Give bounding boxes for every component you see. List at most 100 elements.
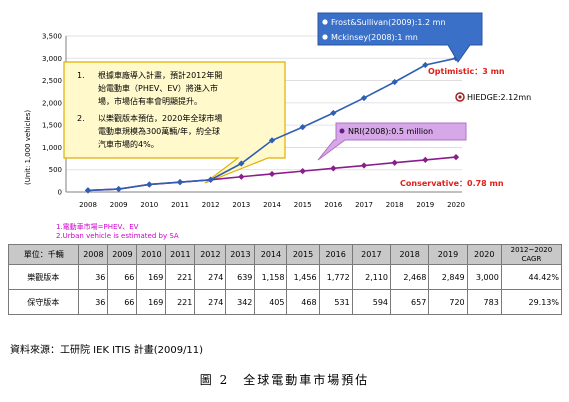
table-header-cell: 2013 <box>225 244 256 265</box>
callout-2-line: 電動車規模為300萬輛/年，約全球 <box>98 126 220 136</box>
table-header-cell: 2008 <box>78 244 109 265</box>
table-header-cell: 2015 <box>286 244 320 265</box>
data-point-optimistic <box>238 160 245 167</box>
table-cell: 2,468 <box>390 264 430 290</box>
table-cell: 594 <box>351 289 392 315</box>
table-header-cell: 2012 <box>194 244 227 265</box>
callout-1-number: 1. <box>77 71 85 80</box>
hiedge-label: HIEDGE:2.12mn <box>467 93 531 102</box>
frost-label: Frost&Sullivan(2009):1.2 mn <box>331 18 446 27</box>
forecast-box-blue: Frost&Sullivan(2009):1.2 mn Mckinsey(200… <box>317 12 483 63</box>
y-tick-label: 3,500 <box>42 33 62 41</box>
x-tick-label: 2020 <box>447 201 465 209</box>
table-header-cell: 2009 <box>107 244 138 265</box>
table-cell: 1,772 <box>318 264 353 290</box>
hiedge-annotation: HIEDGE:2.12mn <box>455 92 531 102</box>
callout-1-line: 場，市場佔有率會明顯提升。 <box>98 96 202 106</box>
hiedge-bullet-dot <box>458 95 462 99</box>
bullet-icon <box>322 19 328 25</box>
table-header-cell: 2020 <box>466 244 502 265</box>
table-cell: 36 <box>78 289 109 315</box>
table-cell: 531 <box>318 289 353 315</box>
table-cell: 221 <box>165 264 196 290</box>
data-table: 單位：千輛 2008 2009 2010 2011 2012 2013 2014… <box>7 244 563 315</box>
table-cell: 221 <box>165 289 196 315</box>
figure-caption: 圖 2 全球電動車市場預估 <box>199 373 370 387</box>
table-header-row: 單位：千輛 2008 2009 2010 2011 2012 2013 2014… <box>7 244 563 265</box>
mckinsey-label: Mckinsey(2008):1 mn <box>331 33 418 42</box>
callout-2-line: 以樂觀版本預估，2020年全球市場 <box>98 113 222 123</box>
table-header-cell: 2014 <box>254 244 288 265</box>
table-cell-cagr: 44.42% <box>500 264 563 290</box>
table-cell: 169 <box>136 264 167 290</box>
nri-label: NRI(2008):0.5 million <box>348 127 433 136</box>
footnote-1: 1.電動車市場=PHEV、EV <box>56 223 139 231</box>
table-row: 保守版本 36 66 169 221 274 342 405 468 531 5… <box>7 289 563 315</box>
y-tick-label: 1,500 <box>42 122 62 130</box>
x-tick-label: 2019 <box>416 201 434 209</box>
y-tick-label: 3,000 <box>42 55 62 63</box>
y-tick-label: 2,500 <box>42 77 62 85</box>
x-tick-label: 2015 <box>294 201 312 209</box>
row-label: 保守版本 <box>7 289 80 315</box>
x-tick-label: 2014 <box>263 201 281 209</box>
y-tick-label: 500 <box>49 166 62 174</box>
x-tick-label: 2008 <box>79 201 97 209</box>
callout-2-line: 汽車市場的4%。 <box>98 139 159 149</box>
bullet-icon <box>339 128 345 134</box>
table-header-cell: 單位：千輛 <box>7 244 80 265</box>
table-header-cell: 2018 <box>390 244 430 265</box>
callout-box <box>63 61 286 184</box>
table-cell-cagr: 29.13% <box>500 289 563 315</box>
footnote-2: 2.Urban vehicle is estimated by SA <box>56 232 179 240</box>
data-point-optimistic <box>84 187 92 194</box>
table-header-cell: 2011 <box>165 244 196 265</box>
data-point-optimistic <box>268 137 276 144</box>
x-tick-label: 2016 <box>324 201 342 209</box>
x-tick-label: 2018 <box>386 201 404 209</box>
table-cell: 1,456 <box>286 264 320 290</box>
y-tick-label: 2,000 <box>42 99 62 107</box>
callout-1-line: 根據車廠導入計畫，預計2012年開 <box>98 70 222 80</box>
y-tick-label: 1,000 <box>42 144 62 152</box>
bullet-icon <box>322 34 328 40</box>
y-axis-label: (Unit: 1,000 vehicles) <box>24 110 32 185</box>
row-label: 樂觀版本 <box>7 264 80 290</box>
callout-1-line: 始電動車（PHEV、EV）將進入市 <box>98 83 218 93</box>
x-tick-label: 2012 <box>202 201 220 209</box>
table-header-cell: 2016 <box>318 244 353 265</box>
x-tick-label: 2010 <box>140 201 158 209</box>
x-tick-labels: 2008 2009 2010 2011 2012 2013 2014 2015 2016 2017… <box>79 201 465 209</box>
data-point-optimistic <box>146 181 153 188</box>
y-tick-label: 0 <box>58 189 62 197</box>
table-cell: 1,158 <box>254 264 288 290</box>
table-header-cell: 2010 <box>136 244 167 265</box>
table-row: 樂觀版本 36 66 169 221 274 639 1,158 1,456 1… <box>7 264 563 290</box>
x-tick-label: 2013 <box>232 201 250 209</box>
table-header-cell: 2019 <box>428 244 468 265</box>
table-header-cell: 2017 <box>351 244 392 265</box>
source-note: 資料來源：工研院 IEK ITIS 計畫(2009/11) <box>10 345 204 356</box>
table-cell: 2,110 <box>351 264 392 290</box>
table-cell: 468 <box>286 289 320 315</box>
table-cell: 274 <box>194 289 227 315</box>
table-header-cagr: 2012~2020 CAGR <box>500 244 563 265</box>
callout-2-number: 2. <box>77 114 85 123</box>
table-cell: 66 <box>107 264 138 290</box>
table-cell: 405 <box>254 289 288 315</box>
optimistic-label: Optimistic：3 mn <box>428 67 505 76</box>
x-tick-label: 2009 <box>110 201 128 209</box>
table-cell: 2,849 <box>428 264 468 290</box>
x-tick-label: 2011 <box>171 201 189 209</box>
table-cell: 639 <box>225 264 256 290</box>
data-point-conservative <box>268 170 276 178</box>
data-point-optimistic <box>115 185 122 193</box>
table-cell: 3,000 <box>466 264 502 290</box>
table-cell: 66 <box>107 289 138 315</box>
x-tick-label: 2017 <box>355 201 373 209</box>
table-cell: 720 <box>428 289 468 315</box>
table-cell: 274 <box>194 264 227 290</box>
conservative-label: Conservative：0.78 mn <box>400 179 504 188</box>
table-cell: 36 <box>78 264 109 290</box>
